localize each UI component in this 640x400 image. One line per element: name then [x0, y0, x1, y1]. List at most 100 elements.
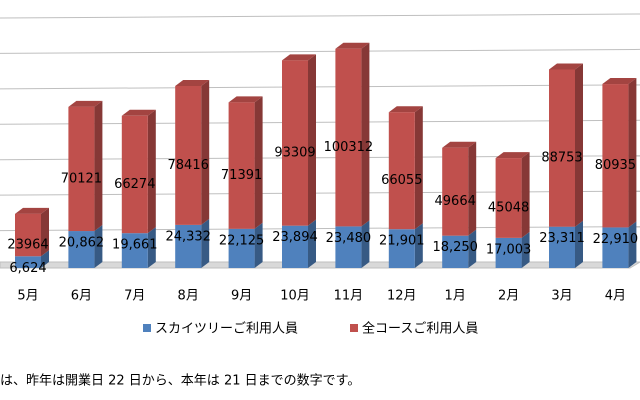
bar-top — [388, 106, 423, 113]
bar-top — [282, 54, 316, 61]
x-tick-label: 5月 — [17, 289, 38, 304]
bar-top — [121, 109, 156, 116]
data-label: 70121 — [61, 171, 102, 186]
legend-label: スカイツリーご利用人員 — [155, 321, 298, 337]
x-tick-label: 1月 — [445, 289, 466, 304]
x-tick-label: 8月 — [178, 289, 199, 304]
legend-swatch — [143, 324, 151, 332]
data-label: 78416 — [168, 158, 209, 173]
bar — [495, 158, 522, 238]
bar — [228, 228, 255, 268]
bar-side — [521, 152, 530, 238]
grid-line — [0, 119, 640, 125]
bar — [335, 48, 362, 227]
x-tick-label: 7月 — [124, 289, 145, 304]
bar — [602, 84, 629, 228]
x-tick-label: 10月 — [280, 289, 310, 304]
bar-top — [442, 141, 477, 148]
bar-side — [41, 250, 49, 268]
bar — [121, 115, 148, 234]
grid-line — [0, 84, 640, 90]
bar — [68, 106, 95, 232]
bar-top — [335, 42, 370, 49]
data-label: 24,332 — [165, 229, 211, 244]
data-label: 23,311 — [539, 231, 585, 246]
data-label: 49664 — [435, 194, 476, 209]
bar-side — [201, 218, 210, 268]
bar-side — [414, 223, 423, 268]
x-tick-label: 4月 — [605, 289, 626, 304]
bar-side — [254, 96, 263, 229]
bar — [15, 256, 41, 268]
bar-side — [147, 227, 156, 268]
bar-side — [361, 220, 370, 268]
bar-side — [147, 109, 156, 234]
bar — [175, 85, 202, 225]
bar-side — [521, 231, 530, 268]
bar — [549, 226, 575, 268]
bar-side — [94, 225, 103, 268]
grid-line — [0, 155, 640, 161]
data-label: 100312 — [324, 140, 374, 155]
grid-line — [0, 48, 640, 54]
bar-side — [201, 79, 210, 225]
bar-side — [468, 229, 477, 268]
bar — [388, 112, 415, 230]
bar-side — [628, 221, 637, 268]
grid-line — [0, 13, 640, 19]
bar — [282, 60, 308, 226]
data-label: 71391 — [221, 168, 262, 183]
bar — [282, 225, 308, 268]
data-label: 66274 — [114, 177, 155, 192]
bar-side — [94, 100, 103, 232]
data-label: 22,125 — [219, 233, 265, 248]
data-label: 21,901 — [379, 234, 425, 249]
bar-side — [468, 141, 477, 236]
bar-top — [175, 79, 210, 86]
bar — [442, 235, 469, 268]
bar — [121, 233, 148, 268]
bar-side — [308, 54, 316, 226]
data-label: 45048 — [488, 200, 529, 215]
bar-top — [228, 96, 263, 103]
data-label: 23964 — [7, 238, 48, 253]
data-label: 18,250 — [432, 240, 478, 255]
bar-side — [414, 106, 423, 230]
bar-top — [15, 207, 49, 214]
bar-top — [549, 63, 583, 70]
data-label: 17,003 — [486, 242, 532, 257]
bar-side — [308, 219, 316, 268]
bar-top — [602, 78, 637, 85]
x-tick-label: 9月 — [231, 289, 252, 304]
data-label: 88753 — [541, 151, 582, 166]
bar — [228, 102, 255, 229]
data-label: 19,661 — [112, 238, 158, 253]
legend-label: 全コースご利用人員 — [362, 321, 478, 337]
bar — [15, 213, 41, 257]
bar-side — [628, 78, 637, 228]
data-label: 6,624 — [9, 261, 46, 276]
bar-side — [41, 207, 49, 257]
data-label: 93309 — [274, 146, 315, 161]
bar-side — [361, 42, 370, 227]
legend-swatch — [350, 324, 358, 332]
footnote: は、昨年は開業日 22 日から、本年は 21 日までの数字です。 — [0, 373, 360, 389]
data-label: 80935 — [595, 158, 636, 173]
bar-top — [68, 100, 103, 107]
bar — [175, 224, 202, 268]
bar — [442, 147, 469, 236]
x-tick-label: 2月 — [498, 289, 519, 304]
x-tick-label: 3月 — [551, 289, 572, 304]
grid-line — [0, 226, 640, 232]
x-tick-label: 6月 — [71, 289, 92, 304]
data-label: 20,862 — [59, 236, 105, 251]
bar — [335, 226, 362, 268]
bar-side — [575, 220, 583, 268]
bar-side — [254, 222, 263, 268]
data-label: 66055 — [381, 173, 422, 188]
data-label: 23,894 — [272, 230, 318, 245]
bar — [68, 231, 95, 268]
bar — [495, 237, 522, 268]
floor — [0, 261, 640, 269]
